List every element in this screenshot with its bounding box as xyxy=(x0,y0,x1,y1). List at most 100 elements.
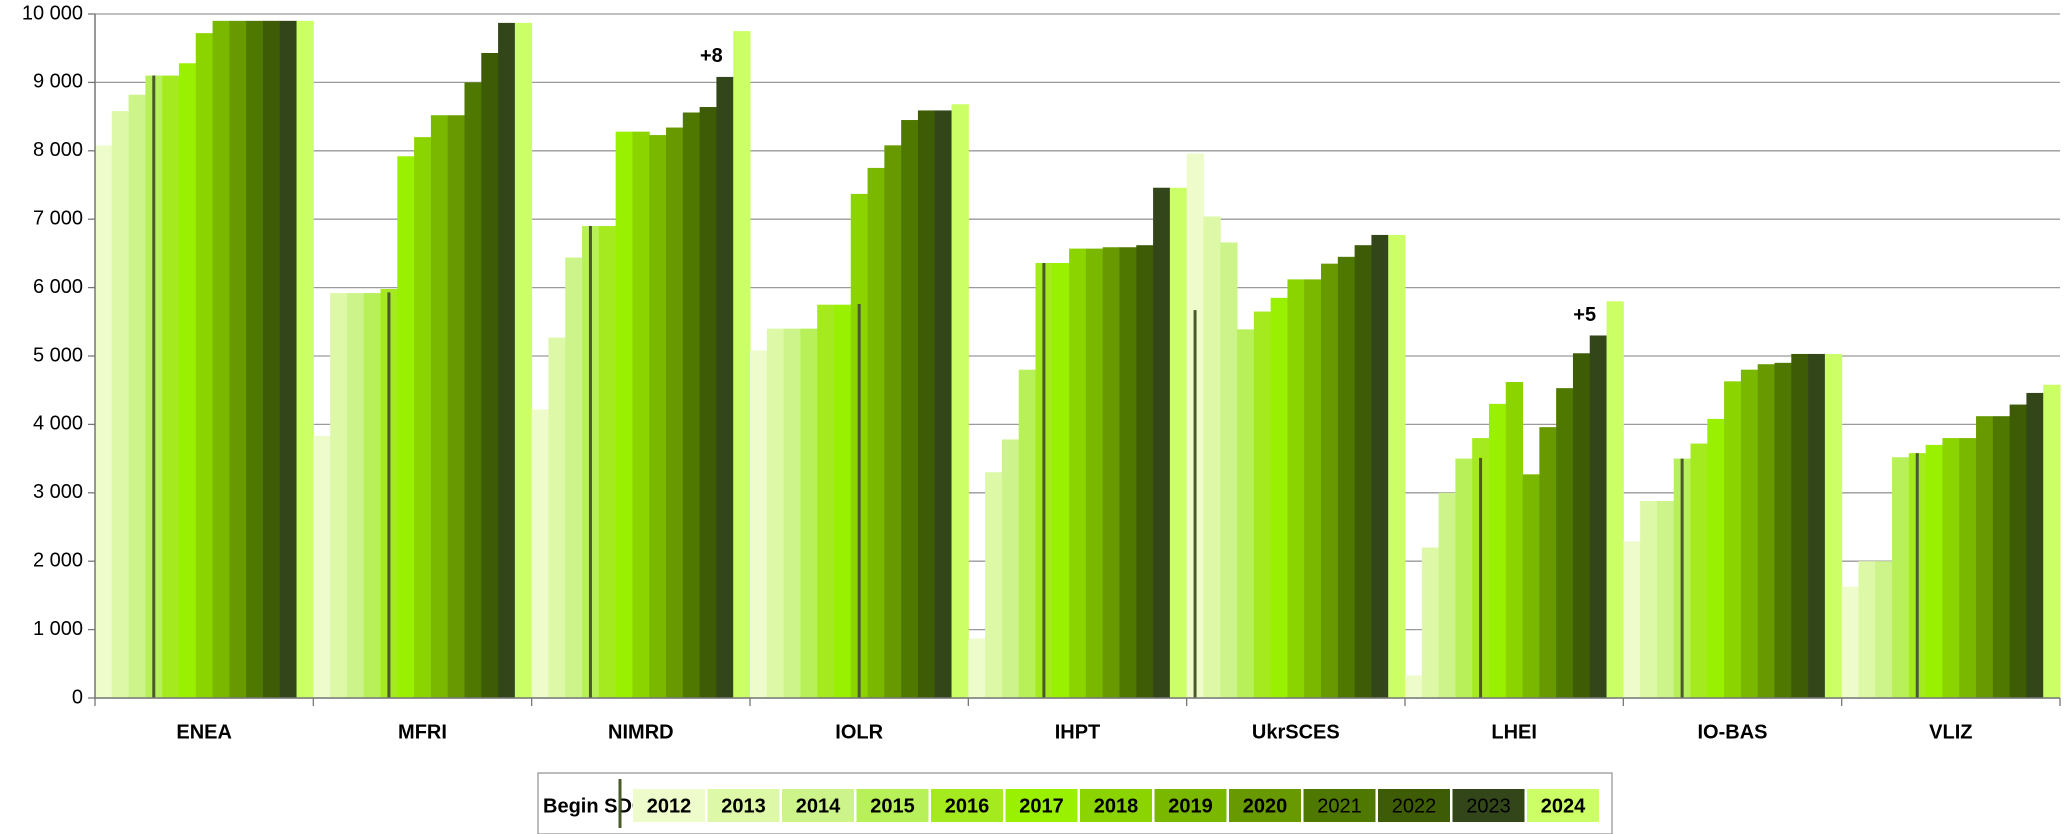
legend-label: 2023 xyxy=(1466,795,1511,817)
bar xyxy=(447,115,465,699)
x-tick-label: LHEI xyxy=(1491,721,1537,743)
bar xyxy=(1085,248,1104,698)
legend-swatch xyxy=(1080,789,1152,822)
bar xyxy=(1791,353,1809,698)
bar xyxy=(1119,247,1137,698)
x-tick-label: NIMRD xyxy=(608,721,674,743)
legend-label: 2020 xyxy=(1243,795,1288,817)
legend-label: 2022 xyxy=(1392,795,1437,817)
bar xyxy=(1740,369,1759,698)
bar xyxy=(531,409,549,698)
bar xyxy=(1136,245,1154,698)
legend-swatch xyxy=(707,789,780,822)
bar xyxy=(1690,443,1708,698)
bar xyxy=(346,293,365,698)
bar xyxy=(1421,547,1440,698)
bar xyxy=(111,111,130,699)
bar xyxy=(1892,457,1910,698)
bar xyxy=(1069,248,1087,698)
legend-label: Begin SDC xyxy=(543,795,646,817)
bar xyxy=(2009,404,2027,698)
annotation: +5 xyxy=(1573,304,1596,326)
bar xyxy=(1875,561,1893,698)
bar xyxy=(1959,438,1977,698)
x-tick-label: VLIZ xyxy=(1929,721,1972,743)
bar xyxy=(1371,234,1389,698)
bar xyxy=(750,350,768,698)
bar xyxy=(1841,586,1859,698)
bar xyxy=(1337,256,1356,698)
bar xyxy=(1992,416,2011,698)
bar xyxy=(666,127,684,698)
bar xyxy=(1321,263,1339,698)
bar xyxy=(867,167,885,698)
bar xyxy=(934,110,953,699)
y-tick-label: 0 xyxy=(72,686,83,708)
bar xyxy=(1757,364,1775,698)
bar xyxy=(464,82,482,698)
bar xyxy=(917,110,936,699)
bar xyxy=(766,328,785,698)
bar xyxy=(363,293,382,698)
bar xyxy=(1640,501,1658,698)
bar xyxy=(1539,427,1557,698)
bar xyxy=(1505,381,1524,698)
bar xyxy=(195,33,214,699)
bar xyxy=(178,63,197,699)
bar xyxy=(783,328,801,698)
bar xyxy=(1253,311,1272,698)
x-tick-label: ENEA xyxy=(176,721,232,743)
bar xyxy=(1589,335,1608,698)
legend-swatch xyxy=(856,789,929,822)
legend-label: 2014 xyxy=(796,795,841,817)
y-tick-label: 2 000 xyxy=(33,549,83,571)
bar xyxy=(699,107,717,699)
bar xyxy=(1169,187,1188,698)
x-tick-label: IHPT xyxy=(1055,721,1101,743)
y-tick-label: 6 000 xyxy=(33,276,83,298)
y-tick-label: 1 000 xyxy=(33,618,83,640)
bar xyxy=(632,131,650,698)
bar xyxy=(1287,279,1305,698)
legend-swatch xyxy=(1154,789,1227,822)
x-tick-label: IO-BAS xyxy=(1698,721,1768,743)
bar xyxy=(229,20,247,698)
bar xyxy=(649,135,667,698)
bar xyxy=(481,52,499,699)
legend-label: 2012 xyxy=(647,795,692,817)
legend-label: 2017 xyxy=(1019,795,1064,817)
bar xyxy=(279,20,298,698)
legend-label: 2016 xyxy=(945,795,990,817)
y-tick-label: 5 000 xyxy=(33,344,83,366)
bar xyxy=(548,337,566,698)
bar xyxy=(1488,403,1507,698)
legend-label: 2024 xyxy=(1541,795,1586,817)
bar xyxy=(1572,353,1591,698)
bar xyxy=(2043,384,2061,698)
bar xyxy=(985,472,1003,698)
y-tick-label: 7 000 xyxy=(33,207,83,229)
bar xyxy=(162,75,180,698)
y-tick-label: 10 000 xyxy=(22,2,83,24)
bar xyxy=(833,304,852,698)
y-tick-label: 8 000 xyxy=(33,139,83,161)
y-tick-label: 9 000 xyxy=(33,71,83,93)
bar xyxy=(884,145,902,698)
bar xyxy=(2026,392,2044,698)
bar xyxy=(1001,439,1020,698)
bar xyxy=(262,20,281,698)
y-tick-label: 4 000 xyxy=(33,413,83,435)
x-tick-label: IOLR xyxy=(835,721,883,743)
legend-label: 2013 xyxy=(721,795,766,817)
bar xyxy=(716,76,734,699)
bar xyxy=(397,156,415,699)
bar xyxy=(1858,561,1876,698)
x-tick-label: MFRI xyxy=(398,721,447,743)
legend-label: 2019 xyxy=(1168,795,1213,817)
legend-swatch xyxy=(633,789,705,822)
bar xyxy=(1237,329,1255,698)
bar xyxy=(901,120,919,698)
bar xyxy=(1724,381,1742,698)
bar xyxy=(682,112,701,699)
